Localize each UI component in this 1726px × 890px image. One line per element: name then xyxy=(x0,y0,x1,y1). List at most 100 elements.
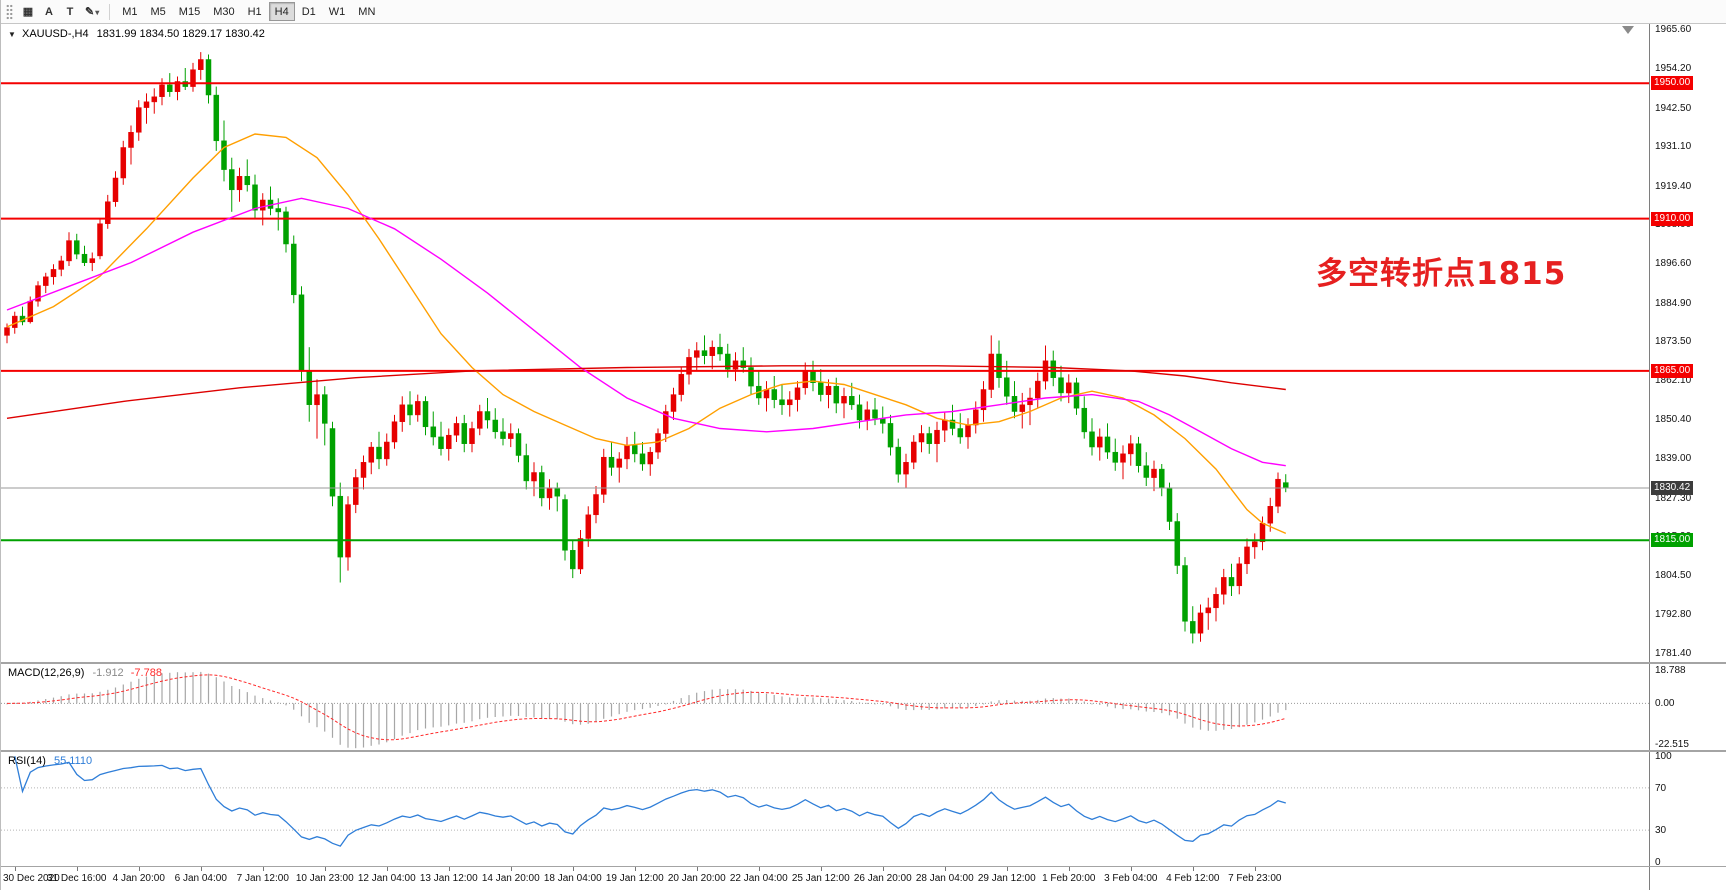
price-axis-label: 1862.10 xyxy=(1655,374,1692,386)
rsi-axis-label: 0 xyxy=(1655,856,1661,868)
rsi-axis-label: 70 xyxy=(1655,782,1667,794)
time-axis-label: 14 Jan 20:00 xyxy=(481,873,540,884)
chart-annotation-text[interactable]: 多空转折点1815 xyxy=(1316,256,1567,292)
timeframe-button-M30[interactable]: M30 xyxy=(207,2,240,21)
time-axis-label: 30 Dec 2020 xyxy=(3,873,60,884)
symbol-dropdown-icon[interactable]: ▼ xyxy=(8,30,16,39)
pane-divider-rsi[interactable] xyxy=(1,750,1726,752)
price-axis-label: 1954.20 xyxy=(1655,63,1692,74)
text-tool-button[interactable]: T xyxy=(60,2,80,21)
macd-axis-label: 0.00 xyxy=(1655,698,1675,710)
hline-price-label: 1815.00 xyxy=(1651,533,1694,548)
timeframe-button-W1[interactable]: W1 xyxy=(323,2,352,21)
bid-price-label: 1830.42 xyxy=(1651,480,1694,495)
time-axis-tick xyxy=(572,867,574,871)
colors-tool-button[interactable]: ✎▾ xyxy=(81,2,103,21)
hline-price-label: 1910.00 xyxy=(1651,211,1694,226)
timeframe-button-M1[interactable]: M1 xyxy=(116,2,143,21)
charts-grid-button[interactable]: ▦ xyxy=(18,2,38,21)
time-axis-label: 4 Jan 20:00 xyxy=(112,873,165,884)
time-axis-tick xyxy=(634,867,636,871)
time-axis-tick xyxy=(200,867,202,871)
macd-signal-line xyxy=(6,674,1286,741)
time-axis-tick xyxy=(76,867,78,871)
time-axis-tick xyxy=(324,867,326,871)
rsi-axis-label: 100 xyxy=(1655,751,1672,763)
annotation-a-button[interactable]: A xyxy=(39,2,59,21)
time-axis-tick xyxy=(758,867,760,871)
ma-fast-orange xyxy=(6,133,1287,535)
hline-price-label: 1950.00 xyxy=(1651,76,1694,91)
time-axis-tick xyxy=(944,867,946,871)
ma-slow-red xyxy=(6,365,1286,419)
time-axis-label: 22 Jan 04:00 xyxy=(729,873,788,884)
pencil-icon: ✎ xyxy=(85,6,95,18)
time-axis-label: 20 Jan 20:00 xyxy=(667,873,726,884)
chart-symbol-title: XAUUSD-,H4 xyxy=(21,28,89,40)
price-axis[interactable]: 1965.601954.201942.501931.101919.401908.… xyxy=(1649,24,1726,890)
timeframe-button-H1[interactable]: H1 xyxy=(242,2,268,21)
timeframe-button-D1[interactable]: D1 xyxy=(296,2,322,21)
time-axis[interactable]: 30 Dec 2020 31 Dec 16:00 4 Jan 20:00 6 Jan … xyxy=(1,867,1649,890)
price-axis-label: 1792.80 xyxy=(1655,609,1692,621)
time-axis-label: 7 Feb 23:00 xyxy=(1228,873,1282,884)
time-axis-tick xyxy=(820,867,822,871)
macd-axis-label: 18.788 xyxy=(1655,664,1686,676)
timeframe-button-MN[interactable]: MN xyxy=(352,2,381,21)
rsi-axis-label: 30 xyxy=(1655,825,1667,837)
rsi-chart-canvas[interactable] xyxy=(1,752,1649,866)
time-axis-tick xyxy=(1068,867,1070,871)
macd-signal-value: -7.788 xyxy=(130,667,162,679)
time-axis-tick xyxy=(510,867,512,871)
pane-divider-timeaxis xyxy=(1,866,1726,867)
macd-axis-label: -22.515 xyxy=(1655,738,1689,750)
chart-ohlc-values: 1831.99 1834.50 1829.17 1830.42 xyxy=(96,28,265,40)
timeframe-buttons: M1 M5 M15 M30 H1 H4 D1 W1 MN xyxy=(116,2,381,21)
toolbar-grip[interactable] xyxy=(6,3,13,20)
price-axis-label: 1919.40 xyxy=(1655,180,1692,192)
time-axis-tick xyxy=(696,867,698,871)
price-axis-label: 1839.00 xyxy=(1655,452,1692,464)
time-axis-tick xyxy=(448,867,450,871)
ma-mid-magenta xyxy=(6,197,1286,467)
chart-shift-marker[interactable] xyxy=(1622,26,1634,34)
time-axis-tick xyxy=(262,867,264,871)
time-axis-label: 12 Jan 04:00 xyxy=(357,873,416,884)
time-axis-tick xyxy=(882,867,884,871)
chart-area[interactable]: ▼ XAUUSD-,H4 1831.99 1834.50 1829.17 183… xyxy=(1,24,1726,890)
time-axis-label: 7 Jan 12:00 xyxy=(236,873,289,884)
timeframe-button-M15[interactable]: M15 xyxy=(173,2,206,21)
price-axis-label: 1873.50 xyxy=(1655,336,1692,348)
price-axis-label: 1884.90 xyxy=(1655,297,1692,309)
price-axis-label: 1827.30 xyxy=(1655,492,1692,504)
timeframe-button-M5[interactable]: M5 xyxy=(145,2,172,21)
time-axis-label: 4 Feb 12:00 xyxy=(1166,873,1220,884)
time-axis-label: 19 Jan 12:00 xyxy=(605,873,664,884)
time-axis-tick xyxy=(1006,867,1008,871)
price-axis-label: 1965.60 xyxy=(1655,24,1692,36)
dropdown-caret-icon: ▾ xyxy=(95,8,100,17)
rsi-indicator-title: RSI(14) xyxy=(8,755,46,767)
price-axis-label: 1804.50 xyxy=(1655,569,1692,581)
time-axis-tick xyxy=(1192,867,1194,871)
macd-chart-canvas[interactable] xyxy=(1,664,1649,750)
time-axis-label: 28 Jan 04:00 xyxy=(915,873,974,884)
time-axis-tick xyxy=(1254,867,1256,871)
timeframe-button-H4[interactable]: H4 xyxy=(268,2,295,21)
macd-indicator-title: MACD(12,26,9) xyxy=(8,667,85,679)
price-axis-label: 1781.40 xyxy=(1655,647,1692,659)
hline-price-label: 1865.00 xyxy=(1651,363,1694,378)
rsi-line xyxy=(14,756,1286,847)
price-chart-canvas[interactable] xyxy=(1,24,1649,662)
macd-main-value: -1.912 xyxy=(92,667,124,679)
toolbar-separator xyxy=(109,3,111,20)
price-axis-label: 1850.40 xyxy=(1655,414,1692,426)
time-axis-label: 10 Jan 23:00 xyxy=(295,873,354,884)
time-axis-tick xyxy=(138,867,140,871)
time-axis-tick xyxy=(386,867,388,871)
pane-divider-macd[interactable] xyxy=(1,662,1726,664)
time-axis-tick xyxy=(1130,867,1132,871)
price-axis-label: 1896.60 xyxy=(1655,257,1692,269)
macd-histogram xyxy=(6,671,1287,749)
